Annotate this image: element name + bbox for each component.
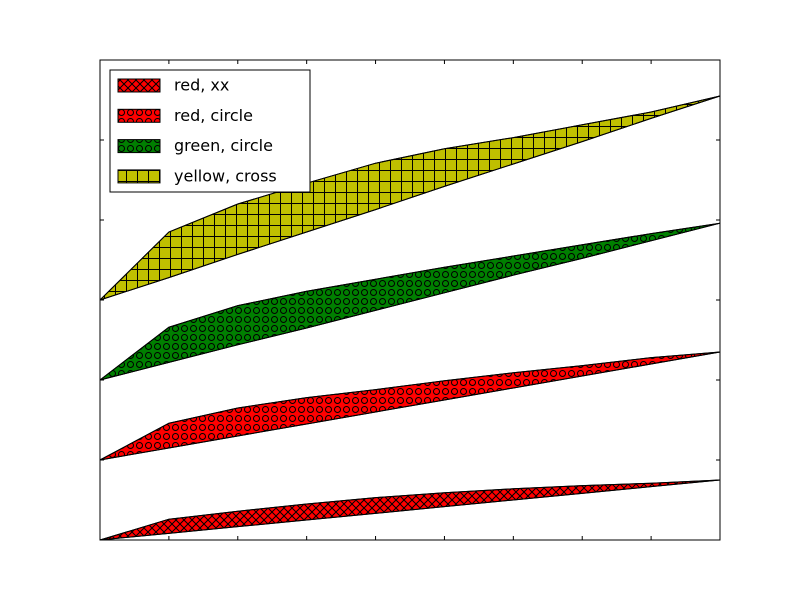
legend-swatch-hatch: [117, 139, 161, 154]
upper-edge: [99, 95, 721, 301]
lower-edge: [99, 95, 721, 301]
legend-label: yellow, cross: [174, 166, 277, 185]
lower-edge: [99, 222, 721, 381]
legend-label: green, circle: [174, 136, 273, 155]
upper-edge: [99, 479, 721, 541]
lower-edge: [99, 479, 721, 541]
legend-swatch-hatch: [117, 108, 161, 123]
legend-label: red, circle: [174, 106, 253, 125]
legend-swatch-hatch: [117, 78, 161, 93]
legend-label: red, xx: [174, 76, 229, 95]
upper-edge: [99, 351, 721, 461]
legend: red, xx red, circle green, circle yellow, c…: [109, 69, 311, 193]
legend-swatch-hatch: [117, 169, 161, 184]
lower-edge: [99, 351, 721, 461]
upper-edge: [99, 222, 721, 381]
